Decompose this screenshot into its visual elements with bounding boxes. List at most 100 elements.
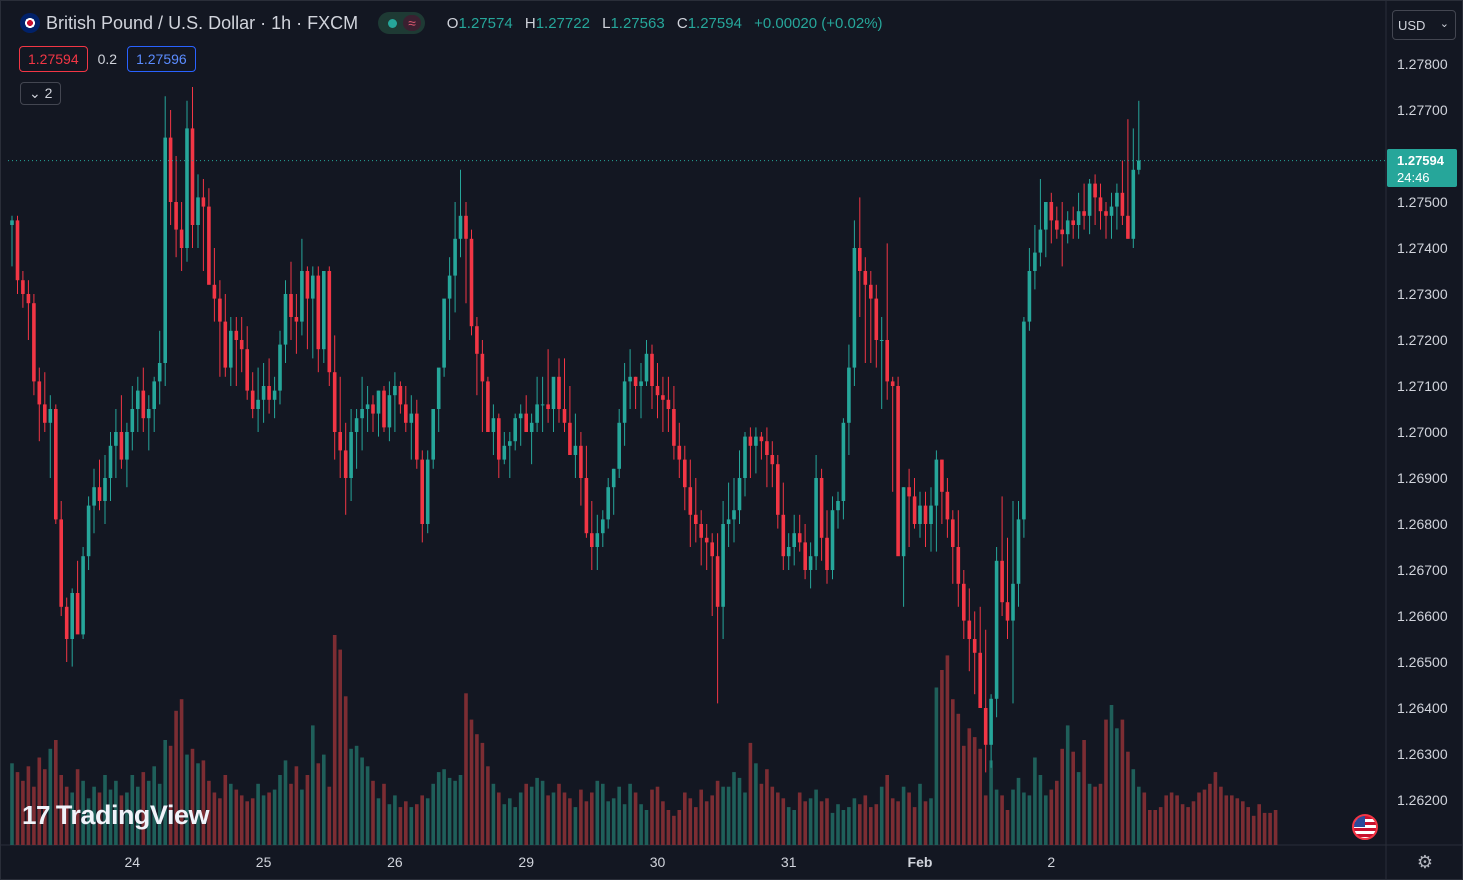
sell-price-button[interactable]: 1.27594: [19, 46, 88, 72]
gear-icon[interactable]: ⚙: [1416, 852, 1434, 872]
volume-bar: [447, 777, 452, 845]
volume-bar: [1241, 801, 1245, 846]
candle: [962, 570, 966, 639]
candle-body: [420, 459, 424, 524]
buy-price-button[interactable]: 1.27596: [127, 46, 196, 72]
candle-body: [190, 128, 195, 225]
candle-body: [207, 206, 211, 285]
candle-body: [43, 404, 47, 423]
volume-bar: [136, 786, 140, 845]
volume-bar: [776, 792, 780, 845]
candle: [776, 455, 780, 529]
candle-body: [201, 197, 206, 207]
candle: [491, 404, 496, 455]
volume-bar: [573, 807, 578, 845]
time-axis[interactable]: 24 25 26 29 30 31 Feb 2: [125, 854, 1056, 870]
candle-body: [497, 418, 501, 460]
volume-bar: [1082, 740, 1086, 845]
market-status-pill[interactable]: ≈: [378, 12, 425, 34]
volume-bar: [86, 798, 91, 845]
volume-bar: [1137, 786, 1141, 845]
volume-bar: [256, 783, 260, 846]
candle-body: [267, 386, 271, 400]
candle: [879, 317, 884, 409]
candle-body: [912, 496, 917, 524]
volume-bar: [858, 804, 862, 845]
tradingview-watermark: 17 TradingView: [22, 800, 209, 831]
volume-bar: [464, 693, 468, 845]
symbol-title[interactable]: British Pound / U.S. Dollar · 1h · FXCM: [46, 12, 359, 33]
candle: [283, 280, 288, 363]
volume-bar: [157, 783, 162, 846]
volume-bar: [311, 725, 315, 845]
volume-bar: [431, 783, 435, 846]
volume-bar: [168, 745, 173, 845]
volume-bar: [606, 801, 610, 846]
candle: [43, 372, 47, 432]
volume-bar: [551, 792, 556, 845]
volume-bar: [989, 760, 993, 845]
volume-bar: [983, 795, 988, 845]
candle-body: [628, 376, 632, 382]
candle: [765, 427, 769, 488]
price-axis[interactable]: 1.278001.277001.276001.275001.274001.273…: [1397, 56, 1448, 808]
candle: [841, 418, 846, 520]
candle: [59, 501, 63, 616]
volume-bar: [951, 699, 955, 845]
candle-body: [1065, 220, 1070, 235]
currency-select[interactable]: USD ⌄: [1392, 10, 1456, 40]
candle-body: [590, 533, 594, 547]
candle-body: [283, 294, 288, 345]
volume-bar: [1224, 795, 1229, 845]
volume-bar: [409, 807, 414, 845]
candle-body: [398, 386, 403, 405]
volume-bar: [1109, 705, 1114, 845]
candle: [551, 376, 556, 432]
candle: [535, 376, 539, 432]
volume-bar: [21, 780, 25, 845]
indicators-collapse-button[interactable]: ⌄ 2: [20, 82, 62, 105]
volume-bar: [119, 795, 124, 845]
candle-body: [557, 376, 561, 409]
candle: [896, 376, 900, 557]
price-tick-label: 1.26700: [1397, 562, 1448, 578]
us-economic-event-icon[interactable]: [1352, 814, 1378, 840]
candle-body: [639, 381, 643, 386]
volume-bar: [781, 798, 786, 845]
candle: [1038, 179, 1043, 267]
volume-bar: [529, 786, 534, 845]
candle: [190, 87, 195, 248]
volume-bar: [458, 775, 463, 845]
volume-bar: [1000, 795, 1004, 845]
candle: [858, 197, 862, 317]
volume-bar: [371, 780, 375, 845]
candle: [86, 496, 91, 570]
candle: [360, 376, 364, 451]
candle: [1049, 192, 1054, 244]
candle-body: [502, 445, 507, 460]
candle-body: [404, 404, 408, 423]
candle: [354, 409, 359, 469]
volume-bar: [1213, 772, 1218, 845]
candle-body: [64, 606, 69, 639]
candles: [10, 87, 1141, 773]
candle: [420, 450, 424, 543]
candle-body: [1060, 229, 1064, 235]
time-tick-label: 25: [256, 854, 272, 870]
candle: [442, 298, 446, 377]
volume-bar: [546, 795, 550, 845]
close-label: C: [676, 14, 688, 32]
candle-body: [436, 367, 441, 409]
chevron-down-icon: ⌄: [29, 85, 41, 101]
candle-body: [1126, 215, 1130, 239]
volume-bar: [918, 783, 922, 846]
volume-bar: [480, 742, 485, 845]
candle: [185, 100, 189, 262]
candle: [808, 542, 813, 589]
candle-body: [415, 413, 419, 460]
volume-bar: [108, 789, 113, 845]
candle: [546, 349, 550, 423]
candle-body: [721, 524, 725, 607]
